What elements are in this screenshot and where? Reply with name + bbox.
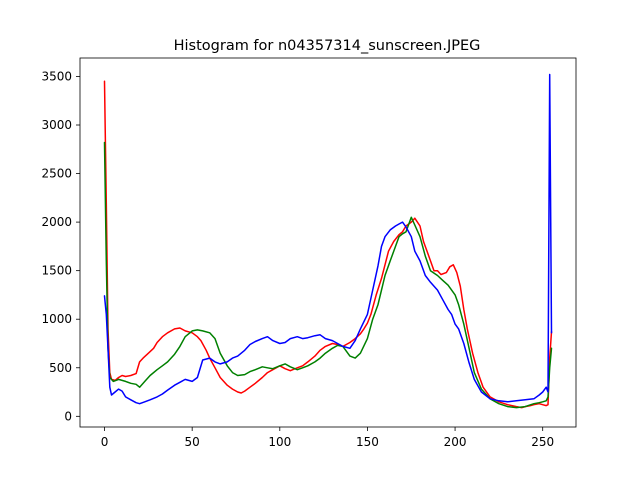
x-tick-label: 150	[356, 435, 379, 449]
plot-frame	[79, 57, 577, 428]
y-axis-ticks: 0 500 1000 1500 2000 2500 3000 3500	[41, 69, 80, 423]
x-tick-label: 200	[444, 435, 467, 449]
y-tick-label: 1000	[41, 312, 72, 326]
y-tick-label: 2000	[41, 215, 72, 229]
x-tick-label: 100	[268, 435, 291, 449]
y-tick-label: 3000	[41, 118, 72, 132]
series-group	[103, 73, 553, 409]
x-tick-label: 0	[101, 435, 109, 449]
y-tick-label: 3500	[41, 69, 72, 83]
y-tick-label: 0	[64, 409, 72, 423]
x-axis-ticks: 0 50 100 150 200 250	[101, 427, 554, 449]
chart-title: Histogram for n04357314_sunscreen.JPEG	[174, 38, 481, 54]
series-line-0	[103, 80, 553, 409]
y-tick-label: 500	[49, 361, 72, 375]
x-tick-label: 50	[185, 435, 200, 449]
series-line-1	[103, 141, 553, 409]
axes-group	[79, 57, 577, 428]
series-line-2	[103, 73, 553, 405]
y-tick-label: 2500	[41, 167, 72, 181]
x-tick-label: 250	[531, 435, 554, 449]
y-tick-label: 1500	[41, 264, 72, 278]
